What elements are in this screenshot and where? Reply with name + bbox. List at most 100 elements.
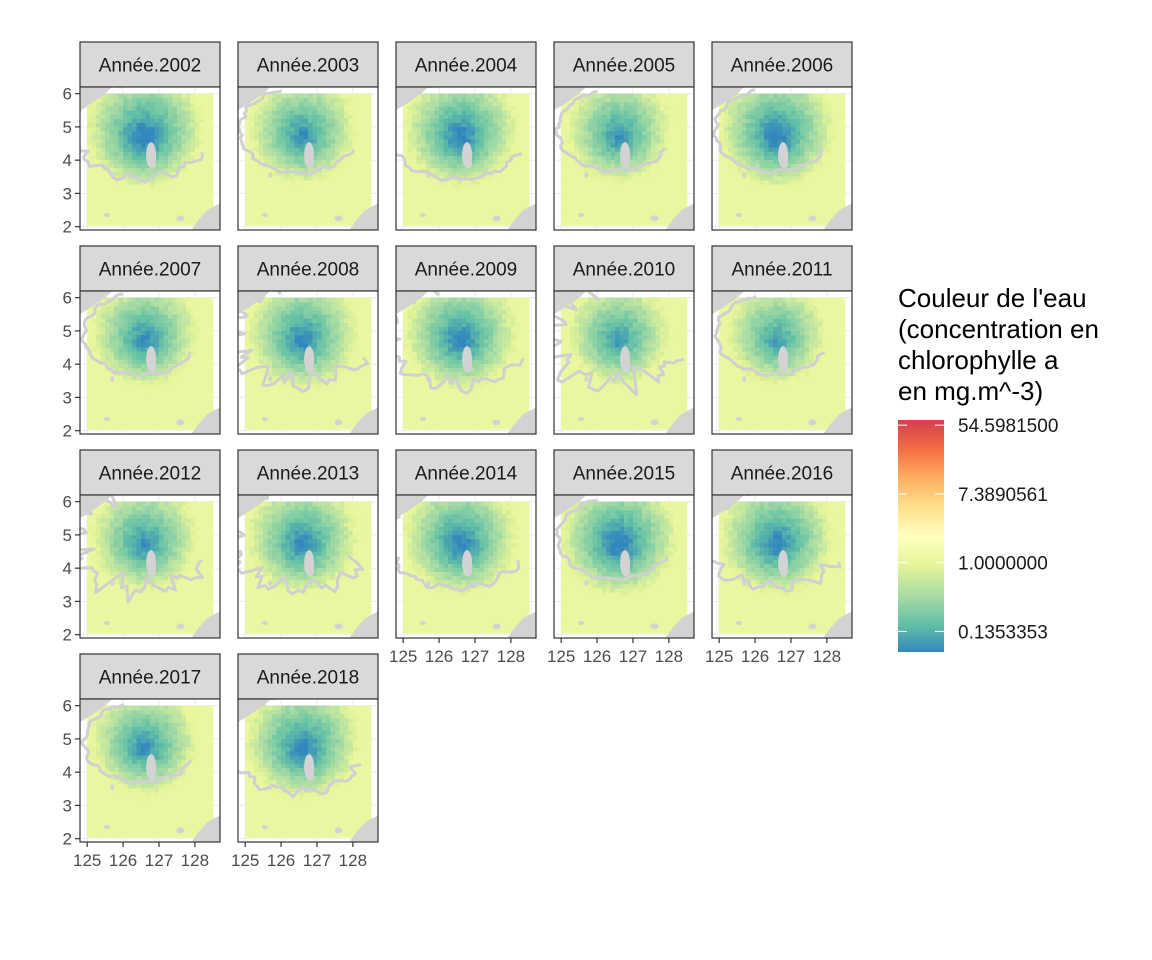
heatmap-cells [245,93,372,226]
facet-strip [553,41,695,88]
x-tick-label: 128 [813,647,841,666]
x-tick-label: 126 [267,851,295,870]
island [781,566,789,577]
x-tick-label: 125 [389,647,417,666]
island [103,417,110,422]
facet-panel: Année.2006 [711,41,853,231]
island [334,215,343,222]
island [465,362,473,373]
island [176,623,185,630]
facet-panel: Année.2002 2 3 4 5 6 [63,41,221,237]
panel-content [80,495,220,638]
island [110,784,115,791]
y-tick-label: 6 [63,493,72,512]
panel-border [237,698,379,843]
island [110,580,115,587]
island [307,158,315,169]
land-area [191,815,220,842]
panel-border [79,290,221,435]
island [650,419,659,426]
land-area [712,495,745,519]
panel-border [237,290,379,435]
facet-label: Année.2002 [99,56,202,77]
land-area [665,407,694,434]
y-tick-label: 2 [63,626,72,645]
y-tick-label: 3 [63,184,72,203]
facet-strip [237,41,379,88]
land-area [396,291,429,315]
y-tick-label: 4 [63,355,72,374]
x-tick-label: 125 [547,647,575,666]
island [623,158,631,169]
facet-strip [79,41,221,88]
land-area [191,407,220,434]
panel-border [711,86,853,231]
island [261,417,268,422]
land-area [507,611,536,638]
legend-title-line: en mg.m^-3) [898,376,1043,406]
island [419,621,426,626]
land-area [507,203,536,230]
panel-border [79,494,221,639]
island [334,623,343,630]
facet-label: Année.2007 [99,260,202,281]
facet-panel: Année.2003 [237,41,379,231]
y-tick-label: 5 [63,730,72,749]
y-tick-label: 4 [63,559,72,578]
island [742,376,747,383]
contour-line [712,495,842,593]
island [808,419,817,426]
facet-panel: Année.2016 125 126 127 128 [705,449,853,666]
y-tick-label: 3 [63,796,72,815]
panel-content [712,87,852,230]
heatmap-cells [403,501,530,634]
island [149,770,157,781]
colorbar [898,420,944,652]
land-area [823,407,852,434]
panel-content [396,87,536,230]
land-area [665,611,694,638]
x-tick-label: 127 [303,851,331,870]
facet-panel: Année.2017 2 3 4 5 6 125 126 127 128 [63,653,221,870]
y-tick-label: 3 [63,592,72,611]
island [465,566,473,577]
heatmap-cells [245,297,372,430]
facet-panel: Année.2018 125 126 127 128 [231,653,379,870]
land-area [349,611,378,638]
island [577,213,584,218]
panel-border [395,494,537,639]
heatmap-cells [403,93,530,226]
island [176,419,185,426]
island [808,215,817,222]
island [465,158,473,169]
land-area [238,699,271,723]
x-tick-label: 127 [619,647,647,666]
facet-panel: Année.2011 [711,245,853,435]
contour-line [554,499,669,582]
island [176,827,185,834]
panel-content [80,699,220,842]
island [149,362,157,373]
contour-line [238,89,356,176]
heatmap-cells [719,297,846,430]
land-area [349,203,378,230]
x-tick-label: 128 [497,647,525,666]
legend-title-line: chlorophylle a [898,345,1059,375]
land-area [191,203,220,230]
island [307,362,315,373]
island [307,566,315,577]
facet-label: Année.2004 [415,56,518,77]
x-tick-label: 128 [181,851,209,870]
panel-content [80,291,220,434]
facet-label: Année.2014 [415,464,518,485]
facet-strip [395,41,537,88]
island [577,417,584,422]
heatmap-cells [87,93,214,226]
colorbar-label: 7.3890561 [958,485,1048,506]
x-tick-label: 125 [73,851,101,870]
land-area [823,203,852,230]
facet-label: Année.2005 [573,56,676,77]
land-area [80,291,113,315]
land-area [712,291,745,315]
